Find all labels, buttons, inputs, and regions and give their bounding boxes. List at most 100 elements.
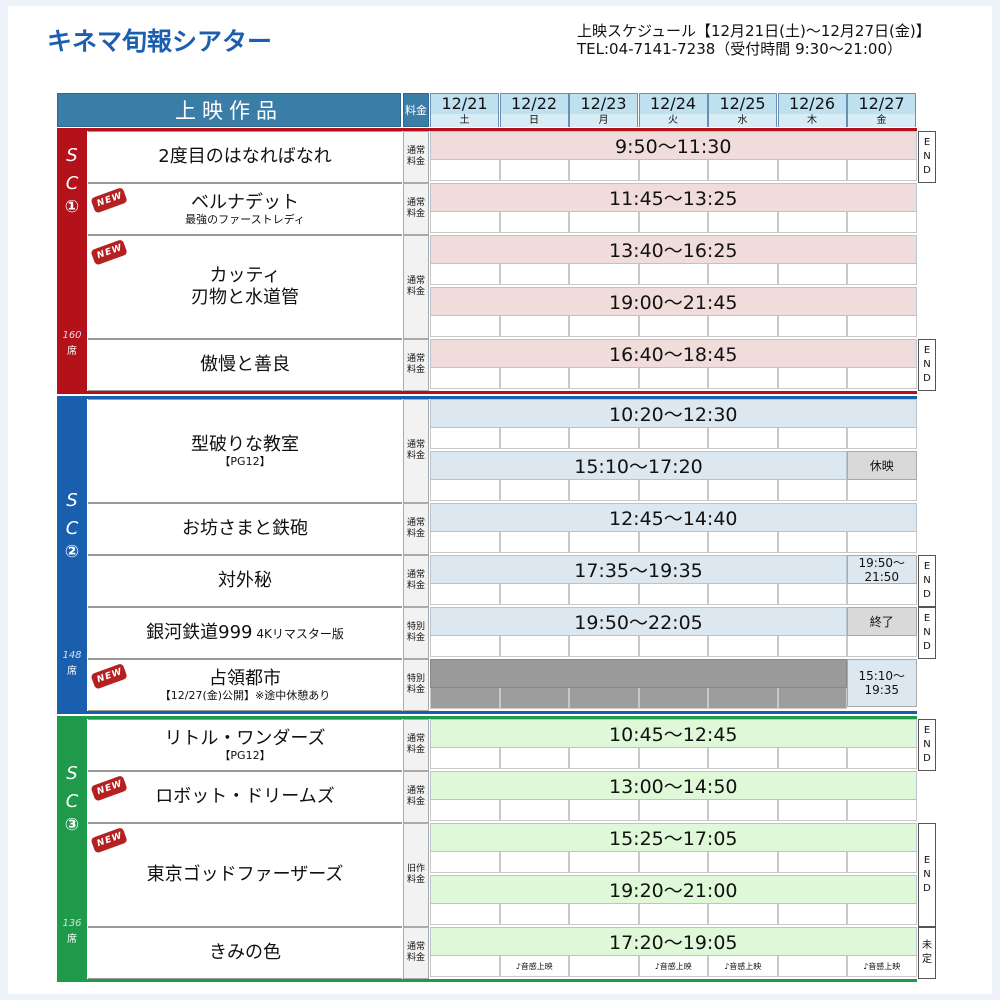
screen-s: S xyxy=(66,490,78,512)
grid-cell xyxy=(569,584,639,605)
grid-cell xyxy=(847,212,917,233)
grid-cell xyxy=(499,800,569,821)
day-header: 12/22 日 xyxy=(499,93,569,127)
film-subtitle: 【PG12】 xyxy=(219,455,271,468)
grid-cell xyxy=(499,748,569,769)
day-header: 12/25 水 xyxy=(708,93,777,127)
grid-cell xyxy=(499,428,569,449)
film-title: カッティ xyxy=(209,265,281,286)
film-title-cell: リトル・ワンダーズ 【PG12】 xyxy=(88,719,402,771)
film-title-cell: ベルナデット 最強のファーストレディ xyxy=(88,183,402,235)
day-grid xyxy=(430,748,917,769)
showtime-bar: 10:20～12:30 xyxy=(430,399,917,428)
grid-cell xyxy=(430,480,500,501)
new-badge-text: NEW xyxy=(95,242,125,262)
grid-cell xyxy=(777,748,847,769)
grid-cell: ♪音感上映 xyxy=(708,956,778,977)
grid-cell xyxy=(847,160,917,181)
film-title: 東京ゴッドファーザーズ xyxy=(146,864,344,885)
showtime-bar: 10:45～12:45 xyxy=(430,719,917,748)
film-title-suffix: 4Kリマスター版 xyxy=(252,626,344,641)
day-of-week: 金 xyxy=(848,114,915,127)
day-grid xyxy=(430,368,917,389)
film-title-cell: きみの色 xyxy=(88,927,402,979)
schedule-note: 19:50～ 21:50 xyxy=(847,555,917,584)
day-of-week: 土 xyxy=(431,114,498,127)
screen-label: S C ① 160 席 xyxy=(57,131,87,391)
day-date: 12/25 xyxy=(709,94,776,114)
film-subtitle: 【PG12】 xyxy=(219,749,271,762)
new-badge-text: NEW xyxy=(95,666,125,686)
grid-cell xyxy=(499,532,569,553)
day-header: 12/24 火 xyxy=(638,93,708,127)
grid-cell xyxy=(777,316,847,337)
screen-bottom-line xyxy=(57,391,917,394)
grid-cell xyxy=(569,368,639,389)
day-grid xyxy=(430,904,917,925)
grid-cell xyxy=(638,636,708,657)
grid-cell xyxy=(638,688,708,709)
grid-cell xyxy=(777,532,847,553)
film-title-cell: 対外秘 xyxy=(88,555,402,607)
grid-cell xyxy=(638,368,708,389)
new-badge-text: NEW xyxy=(95,778,125,798)
grid-cell xyxy=(638,428,708,449)
grid-cell xyxy=(777,800,847,821)
grid-cell xyxy=(847,480,917,501)
grid-cell xyxy=(777,264,847,285)
film-title-line2: 刃物と水道管 xyxy=(191,287,299,308)
grid-cell xyxy=(638,264,708,285)
fee-type: 通常料金 xyxy=(403,555,429,607)
film-title: 傲慢と善良 xyxy=(200,354,290,375)
day-of-week: 日 xyxy=(500,114,568,127)
grid-cell: ♪音感上映 xyxy=(638,956,708,977)
day-grid xyxy=(430,212,917,233)
day-of-week: 月 xyxy=(570,114,637,127)
fee-type: 通常料金 xyxy=(403,927,429,979)
grid-cell xyxy=(777,904,847,925)
end-marker: 未定 xyxy=(918,927,936,979)
day-date: 12/27 xyxy=(848,94,915,114)
grid-cell xyxy=(708,532,778,553)
grid-cell xyxy=(638,316,708,337)
film-title: 型破りな教室 xyxy=(191,434,299,455)
grid-cell xyxy=(708,264,778,285)
grid-cell xyxy=(430,956,500,977)
grid-cell xyxy=(430,264,500,285)
grid-cell xyxy=(708,212,778,233)
showtime-bar: 9:50～11:30 xyxy=(430,131,917,160)
screen-bottom-line xyxy=(57,711,917,714)
grid-cell xyxy=(708,800,778,821)
day-grid xyxy=(430,800,917,821)
seat-label: 席 xyxy=(67,346,77,357)
day-grid xyxy=(430,316,917,337)
grid-cell xyxy=(777,956,847,977)
day-grid xyxy=(430,636,917,657)
grid-cell xyxy=(847,636,917,657)
film-title: きみの色 xyxy=(209,942,281,963)
film-title: お坊さまと鉄砲 xyxy=(182,518,308,539)
grid-cell xyxy=(638,532,708,553)
fee-type: 通常料金 xyxy=(403,183,429,235)
theater-logo: キネマ旬報シアター xyxy=(47,27,273,56)
grid-cell xyxy=(777,368,847,389)
fee-type: 特別料金 xyxy=(403,607,429,659)
screen-number: ② xyxy=(64,542,80,563)
grid-cell xyxy=(708,480,778,501)
seat-count: 160 xyxy=(62,330,82,341)
grid-cell xyxy=(569,316,639,337)
fee-type: 通常料金 xyxy=(403,771,429,823)
film-title-cell: 銀河鉄道999 4Kリマスター版 xyxy=(88,607,402,659)
screen-bottom-line xyxy=(57,979,917,982)
grid-cell xyxy=(499,688,569,709)
grid-cell xyxy=(708,368,778,389)
screen-number: ① xyxy=(64,197,80,217)
grid-cell xyxy=(708,852,778,873)
grid-cell xyxy=(499,584,569,605)
grid-cell xyxy=(430,852,500,873)
day-header: 12/26 木 xyxy=(777,93,847,127)
seat-count: 136 xyxy=(62,918,82,929)
